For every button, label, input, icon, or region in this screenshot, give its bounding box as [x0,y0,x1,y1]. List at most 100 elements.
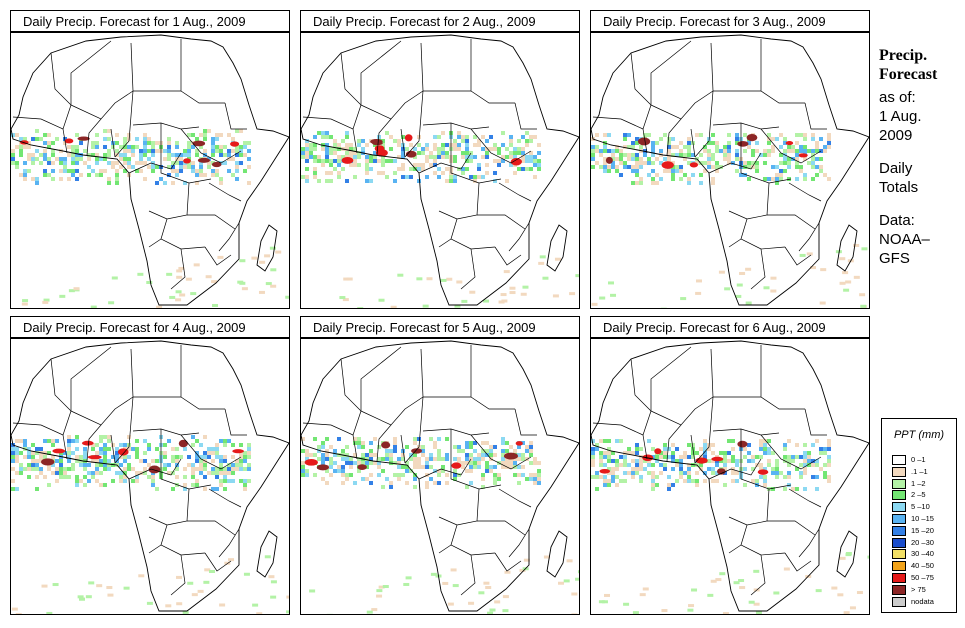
legend-title: PPT (mm) [893,429,945,441]
asof-label: as of: [879,89,916,106]
country-border [804,408,827,436]
country-border [340,52,362,106]
country-border [592,410,652,436]
legend-label: .1 –1 [911,466,928,476]
country-border [498,182,532,202]
country-border [767,520,816,536]
madagascar [546,530,568,578]
country-border [160,123,212,184]
country-border [760,396,805,410]
side-heading: Precip. [879,47,928,64]
country-border [50,358,72,412]
legend-label: 40 –50 [911,561,934,571]
country-border [740,429,792,490]
country-border [187,214,236,230]
country-border [360,40,402,105]
country-border [477,214,526,230]
country-border [114,90,134,158]
forecast-panel-aug5: Daily Precip. Forecast for 5 Aug., 2009 [300,316,580,616]
country-border [760,90,805,104]
forecast-panel-aug1: Daily Precip. Forecast for 1 Aug., 2009 [10,10,290,310]
country-border [132,428,200,436]
panel-title: Daily Precip. Forecast for 1 Aug., 2009 [10,10,290,32]
country-border [224,102,247,130]
legend-item: 30 –40 [892,549,956,560]
precip-field [301,437,579,614]
country-border [508,528,530,558]
country-border [422,122,490,130]
africa-map [11,340,289,614]
country-border [423,345,472,398]
country-border [110,128,116,158]
precip-map [10,32,290,309]
country-border [148,182,190,220]
country-border [423,39,472,92]
country-border [170,248,186,290]
country-border [180,128,242,164]
legend-swatch [892,596,906,607]
country-border [133,345,182,398]
country-border [804,102,827,130]
legend-swatch [892,514,906,524]
country-border [70,90,134,120]
panel-title: Daily Precip. Forecast for 3 Aug., 2009 [590,10,870,32]
country-border [592,104,652,130]
country-border [760,128,822,164]
precip-map [590,338,870,615]
country-border [114,396,134,464]
country-border [450,218,496,250]
data-label: Data: [879,212,915,229]
madagascar [836,530,858,578]
country-border [798,222,820,252]
daily-label: Daily [879,160,913,177]
country-border [740,218,786,250]
legend-swatch [892,502,906,513]
country-border [666,424,682,462]
legend-swatch [892,455,906,465]
precip-map [300,338,580,615]
country-border [450,524,496,556]
country-border [376,424,392,462]
madagascar [256,530,278,578]
country-border [148,544,162,554]
country-border [642,128,648,154]
country-border [740,524,786,556]
country-border [438,544,452,554]
legend-item: 2 –5 [892,490,956,501]
forecast-panel-aug3: Daily Precip. Forecast for 3 Aug., 2009 [590,10,870,310]
country-border [690,434,696,464]
country-border [438,488,480,526]
country-border [694,90,714,158]
precip-field [591,133,868,308]
coastline [591,340,869,612]
country-border [70,346,112,411]
forecast-panel-aug4: Daily Precip. Forecast for 4 Aug., 2009 [10,316,290,616]
side-heading: Forecast [879,66,938,83]
legend-item: > 75 [892,584,956,595]
country-border [400,128,406,158]
country-border [450,123,502,184]
asof-date: 1 Aug. [879,108,922,125]
coastline [11,34,289,306]
country-border [160,429,212,490]
legend-label: 15 –20 [911,525,934,535]
country-border [477,520,526,536]
country-border [302,104,362,130]
africa-map [591,34,869,308]
precip-field [591,439,869,614]
country-border [12,410,72,436]
africa-map [591,340,869,614]
legend-item: nodata [892,596,956,607]
country-border [494,552,522,572]
country-border [70,40,112,105]
country-border [218,222,240,252]
legend-item: 5 –10 [892,502,956,513]
legend-item: 20 –30 [892,537,956,548]
africa-map [301,340,579,614]
country-border [404,90,424,158]
side-info: Precip. Forecast as of: 1 Aug. 2009 Dail… [879,46,965,268]
asof-year: 2009 [879,127,913,144]
country-border [204,552,232,572]
country-border [788,182,822,202]
country-border [470,396,515,410]
